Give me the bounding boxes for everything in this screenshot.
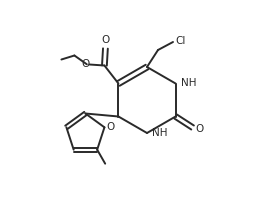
Text: NH: NH bbox=[181, 78, 197, 88]
Text: Cl: Cl bbox=[176, 36, 186, 46]
Text: O: O bbox=[195, 124, 204, 134]
Text: NH: NH bbox=[152, 128, 168, 138]
Text: O: O bbox=[106, 122, 114, 132]
Text: O: O bbox=[102, 35, 110, 45]
Text: O: O bbox=[81, 59, 89, 69]
